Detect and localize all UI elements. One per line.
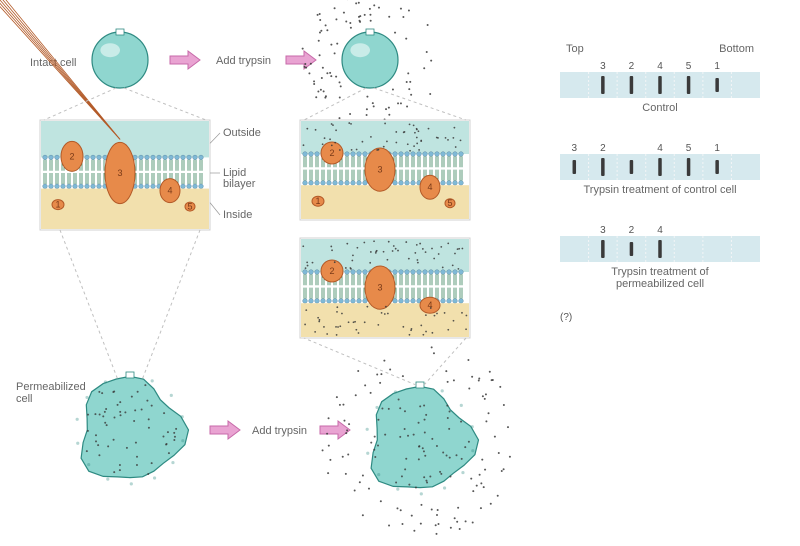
svg-text:4: 4 [167, 186, 172, 196]
svg-text:Trypsin treatment of control c: Trypsin treatment of control cell [583, 184, 736, 196]
svg-text:Add trypsin: Add trypsin [252, 425, 307, 437]
arrow [286, 51, 316, 69]
svg-text:4: 4 [427, 182, 432, 192]
svg-text:3: 3 [377, 283, 382, 293]
label-intact-cell: Intact cell [30, 57, 76, 69]
svg-text:Intact cell: Intact cell [30, 57, 76, 69]
svg-text:3: 3 [117, 168, 122, 178]
svg-text:5: 5 [447, 198, 452, 208]
label-bottom: Bottom [719, 43, 754, 55]
intact-cell [92, 29, 148, 88]
svg-text:2: 2 [600, 143, 606, 154]
membrane-panel: 2 3 4 1 5 [300, 120, 470, 220]
intact-cell [342, 29, 398, 88]
arrow [320, 421, 350, 439]
svg-text:3: 3 [600, 61, 606, 72]
gel-trypsin-permeabilized: 3 2 4 Trypsin treatment ofpermeabilized cel… [560, 225, 760, 290]
svg-text:Control: Control [642, 102, 677, 114]
label-add-trypsin-2: Add trypsin [252, 425, 307, 437]
svg-text:1: 1 [55, 200, 60, 210]
svg-text:3: 3 [572, 143, 578, 154]
svg-text:permeabilized cell: permeabilized cell [616, 278, 704, 290]
label-lipid: bilayer [223, 178, 256, 190]
svg-text:5: 5 [686, 143, 692, 154]
svg-text:4: 4 [427, 300, 432, 310]
arrow [170, 51, 200, 69]
svg-text:Add trypsin: Add trypsin [216, 55, 271, 67]
svg-text:4: 4 [657, 225, 663, 236]
svg-text:2: 2 [329, 266, 334, 276]
permeabilized-cell [366, 382, 479, 495]
zoom-line [124, 88, 206, 120]
svg-text:2: 2 [629, 225, 635, 236]
membrane-panel: 2 3 4 [300, 238, 470, 338]
panel-letter: (?) [560, 312, 572, 323]
svg-text:Permeabilized: Permeabilized [16, 381, 86, 393]
svg-text:1: 1 [714, 61, 720, 72]
svg-text:cell: cell [16, 393, 33, 405]
permeabilized-cell [76, 372, 189, 485]
svg-text:2: 2 [629, 61, 635, 72]
svg-text:4: 4 [657, 143, 663, 154]
svg-text:4: 4 [657, 61, 663, 72]
svg-text:5: 5 [686, 61, 692, 72]
label-permeabilized-cell: Permeabilizedcell [16, 381, 86, 405]
svg-text:Trypsin treatment of: Trypsin treatment of [611, 266, 709, 278]
svg-text:2: 2 [329, 148, 334, 158]
label-outside: Outside [223, 127, 261, 139]
svg-text:1: 1 [315, 196, 320, 206]
gel-control: 3 2 4 5 1 Control [560, 61, 760, 114]
svg-text:2: 2 [69, 151, 74, 161]
svg-text:3: 3 [600, 225, 606, 236]
gel-trypsin-control: 3 2 4 5 1 Trypsin treatment of control cell [560, 143, 760, 196]
arrow [210, 421, 240, 439]
svg-text:1: 1 [714, 143, 720, 154]
zoom-line [374, 88, 466, 120]
svg-text:5: 5 [187, 202, 192, 212]
label-add-trypsin-1: Add trypsin [216, 55, 271, 67]
label-top: Top [566, 43, 584, 55]
zoom-line [304, 88, 366, 120]
label-inside: Inside [223, 209, 252, 221]
svg-text:3: 3 [377, 165, 382, 175]
